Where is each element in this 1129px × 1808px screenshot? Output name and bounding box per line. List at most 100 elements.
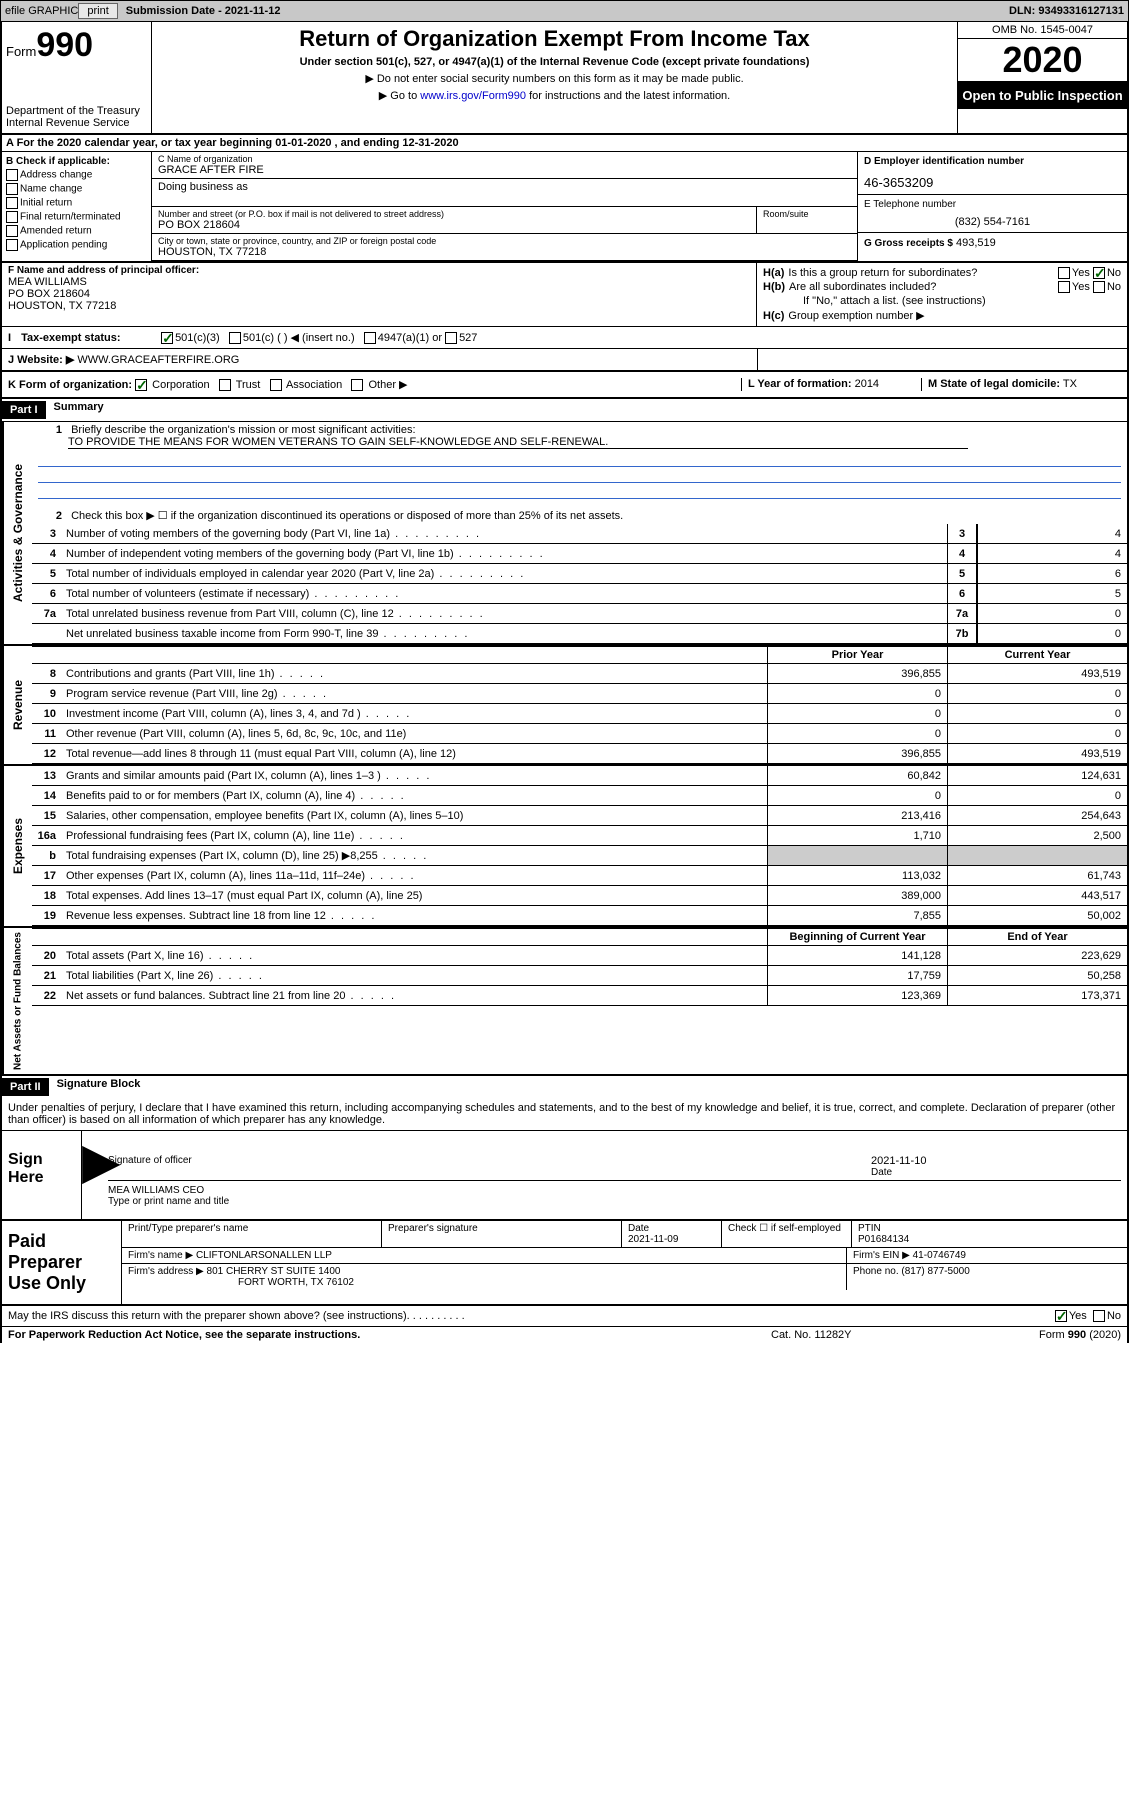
ha-yes-check[interactable] <box>1058 267 1070 279</box>
ha-lbl: H(a) <box>763 267 784 279</box>
firm-ein-val: 41-0746749 <box>913 1250 966 1261</box>
prep-content: Print/Type preparer's name Preparer's si… <box>122 1221 1127 1304</box>
gov-row: 5 Total number of individuals employed i… <box>32 564 1127 584</box>
k-corp-check[interactable] <box>135 379 147 391</box>
row-prior: 60,842 <box>767 766 947 785</box>
ha-yes: Yes <box>1072 267 1090 279</box>
row-num: 13 <box>32 770 62 782</box>
col-f-officer: F Name and address of principal officer:… <box>2 263 757 326</box>
officer-typed-name: MEA WILLIAMS CEO <box>108 1185 1121 1196</box>
hc-text: Group exemption number ▶ <box>788 309 924 322</box>
ts-check-1[interactable] <box>161 332 173 344</box>
ts-opt2: 501(c) ( ) ◀ (insert no.) <box>243 331 355 344</box>
irs-link[interactable]: www.irs.gov/Form990 <box>420 90 526 102</box>
row-desc: Salaries, other compensation, employee b… <box>62 808 767 824</box>
no-ssn-text: Do not enter social security numbers on … <box>377 73 744 85</box>
website-val: WWW.GRACEAFTERFIRE.ORG <box>77 354 239 366</box>
row-desc: Contributions and grants (Part VIII, lin… <box>62 666 767 682</box>
k-opt-assoc: Association <box>286 379 342 391</box>
hb-yes: Yes <box>1072 281 1090 293</box>
data-row: 21 Total liabilities (Part X, line 26) .… <box>32 966 1127 986</box>
side-net: Net Assets or Fund Balances <box>2 928 32 1074</box>
ts-check-2[interactable] <box>229 332 241 344</box>
hb-yes-check[interactable] <box>1058 281 1070 293</box>
firm-ein-cell: Firm's EIN ▶ 41-0746749 <box>847 1248 1127 1263</box>
tel-lbl: E Telephone number <box>864 199 1121 210</box>
footer-row: For Paperwork Reduction Act Notice, see … <box>2 1327 1127 1343</box>
officer-name: MEA WILLIAMS <box>8 276 750 288</box>
data-row: 20 Total assets (Part X, line 16) . . . … <box>32 946 1127 966</box>
prep-tr2: Firm's name ▶ CLIFTONLARSONALLEN LLP Fir… <box>122 1248 1127 1264</box>
discuss-yes-check[interactable] <box>1055 1310 1067 1322</box>
sig-date-area: 2021-11-10Date <box>871 1155 1121 1178</box>
hb-no-check[interactable] <box>1093 281 1105 293</box>
check-amended[interactable]: Amended return <box>6 225 147 237</box>
hb-text: Are all subordinates included? <box>789 281 936 293</box>
revenue-table: Revenue Prior Year Current Year 8 Contri… <box>2 646 1127 766</box>
row-box: 7b <box>947 624 977 643</box>
print-button[interactable]: print <box>78 3 117 19</box>
dept-treasury: Department of the Treasury Internal Reve… <box>6 105 147 129</box>
row-prior: 396,855 <box>767 664 947 683</box>
ts-check-3[interactable] <box>364 332 376 344</box>
discuss-yn: Yes No <box>1055 1310 1121 1322</box>
city-val: HOUSTON, TX 77218 <box>158 246 851 258</box>
m-val: TX <box>1063 378 1077 390</box>
sig-arrow-icon: ▶ <box>82 1131 120 1191</box>
check-final-return[interactable]: Final return/terminated <box>6 211 147 223</box>
prep-date-cell: Date2021-11-09 <box>622 1221 722 1247</box>
ha-no-check[interactable] <box>1093 267 1105 279</box>
hb-lbl: H(b) <box>763 281 785 293</box>
addr-suite: Room/suite <box>757 207 857 234</box>
row-prior: 7,855 <box>767 906 947 925</box>
k-assoc-check[interactable] <box>270 379 282 391</box>
footer-left: For Paperwork Reduction Act Notice, see … <box>8 1329 771 1341</box>
part1-header-row: Part I Summary <box>2 399 1127 422</box>
gov-row: 7a Total unrelated business revenue from… <box>32 604 1127 624</box>
k-opt-corp: Corporation <box>152 379 209 391</box>
ha-text: Is this a group return for subordinates? <box>788 267 977 279</box>
hb-no: No <box>1107 281 1121 293</box>
discuss-no-check[interactable] <box>1093 1310 1105 1322</box>
data-row: 8 Contributions and grants (Part VIII, l… <box>32 664 1127 684</box>
footer-center: Cat. No. 11282Y <box>771 1329 971 1341</box>
k-trust-check[interactable] <box>219 379 231 391</box>
row-prior: 1,710 <box>767 826 947 845</box>
discuss-dots: . . . . . . . . . . <box>407 1310 1055 1322</box>
net-col-hdr: Beginning of Current Year End of Year <box>32 928 1127 946</box>
row-num: 7a <box>32 608 62 620</box>
h-b-line: H(b) Are all subordinates included? Yes … <box>763 281 1121 293</box>
data-row: 22 Net assets or fund balances. Subtract… <box>32 986 1127 1006</box>
row-current: 124,631 <box>947 766 1127 785</box>
tel-val: (832) 554-7161 <box>864 216 1121 228</box>
end-year-hdr: End of Year <box>947 929 1127 945</box>
dba-lbl: Doing business as <box>158 181 851 193</box>
check-app-pending[interactable]: Application pending <box>6 239 147 251</box>
info-row: B Check if applicable: Address change Na… <box>2 152 1127 263</box>
type-name-lbl: Type or print name and title <box>108 1196 1121 1207</box>
row-current: 50,258 <box>947 966 1127 985</box>
phone-val: (817) 877-5000 <box>901 1266 969 1277</box>
rev-hdr-spacer <box>32 647 767 663</box>
ts-check-4[interactable] <box>445 332 457 344</box>
check-address-change[interactable]: Address change <box>6 169 147 181</box>
rev-content: Prior Year Current Year 8 Contributions … <box>32 646 1127 764</box>
sig-officer-line: Signature of officer 2021-11-10Date <box>108 1155 1121 1181</box>
paid-prep-lbl: Paid Preparer Use Only <box>2 1221 122 1304</box>
check-initial-return[interactable]: Initial return <box>6 197 147 209</box>
check-name-change[interactable]: Name change <box>6 183 147 195</box>
firm-addr1: 801 CHERRY ST SUITE 1400 <box>207 1266 341 1277</box>
firm-addr-lbl: Firm's address ▶ <box>128 1266 204 1277</box>
k-opt-trust: Trust <box>236 379 261 391</box>
data-row: b Total fundraising expenses (Part IX, c… <box>32 846 1127 866</box>
gov-row: 6 Total number of volunteers (estimate i… <box>32 584 1127 604</box>
form-990-num: 990 <box>36 26 93 64</box>
row-desc: Program service revenue (Part VIII, line… <box>62 686 767 702</box>
gross-val: 493,519 <box>956 237 996 249</box>
row-num: 16a <box>32 830 62 842</box>
gov-content: 1 Briefly describe the organization's mi… <box>32 422 1127 644</box>
city-lbl: City or town, state or province, country… <box>158 236 851 246</box>
hc-lbl: H(c) <box>763 310 784 322</box>
k-other-check[interactable] <box>351 379 363 391</box>
row-desc: Other revenue (Part VIII, column (A), li… <box>62 726 767 742</box>
